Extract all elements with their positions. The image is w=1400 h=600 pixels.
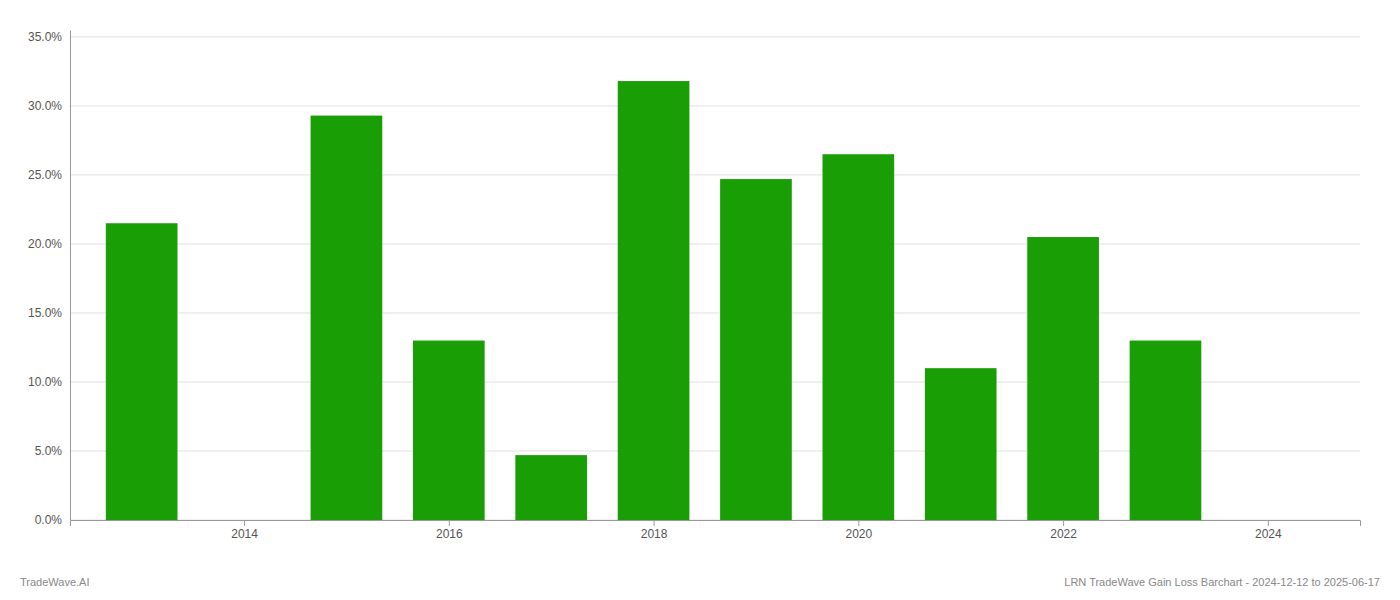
axis-line (71, 521, 1361, 527)
tick-label: 2016 (436, 527, 463, 541)
tick-label: 10.0% (28, 375, 62, 389)
bar (1027, 237, 1099, 520)
annotation: TradeWave.AI (20, 576, 90, 588)
bar (618, 81, 690, 520)
footer: TradeWave.AI LRN TradeWave Gain Loss Barc… (20, 576, 1380, 588)
plot: 2014 2016 2018 2020 2022 2024 0.0% 5.0% 10.0% 15.… (28, 30, 1361, 540)
bar (106, 223, 178, 520)
bar (413, 341, 485, 520)
grid-line (70, 36, 1360, 37)
tick: 2024 (1255, 520, 1282, 541)
grid-line (70, 174, 1360, 175)
tick-mark (244, 520, 245, 526)
bars (106, 81, 1201, 520)
tick-label: 15.0% (28, 306, 62, 320)
bar (925, 368, 997, 520)
grid-line (70, 243, 1360, 244)
tick-label: 25.0% (28, 168, 62, 182)
x-axis: 2014 2016 2018 2020 2022 2024 (71, 520, 1361, 541)
tick-label: 30.0% (28, 99, 62, 113)
tick-mark (449, 520, 450, 526)
tick-label: 35.0% (28, 30, 62, 44)
tick: 2020 (845, 520, 872, 541)
tick: 20.0% (28, 237, 70, 251)
tick-label: 20.0% (28, 237, 62, 251)
grid (70, 37, 1360, 520)
y-axis: 0.0% 5.0% 10.0% 15.0% 20.0% 25.0% 30.0% 35.0% (28, 30, 71, 527)
tick-mark (1063, 520, 1064, 526)
tick: 0.0% (35, 513, 70, 527)
tick-label: 2018 (641, 527, 668, 541)
axis-line (70, 31, 71, 521)
grid-line (70, 105, 1360, 106)
tick: 15.0% (28, 306, 70, 320)
tick: 10.0% (28, 375, 70, 389)
tick-mark (858, 520, 859, 526)
tick-mark (654, 520, 655, 526)
tick-label: 2014 (231, 527, 258, 541)
annotation: LRN TradeWave Gain Loss Barchart - 2024-… (1064, 576, 1380, 588)
chart: 2014 2016 2018 2020 2022 2024 0.0% 5.0% 10.0% 15.… (0, 0, 1400, 600)
tick-mark (1268, 520, 1269, 526)
bar (823, 154, 895, 520)
bar (311, 116, 383, 520)
tick-label: 2022 (1050, 527, 1077, 541)
grid-line (70, 312, 1360, 313)
bar (1130, 341, 1202, 520)
tick: 2022 (1050, 520, 1077, 541)
tick: 5.0% (35, 444, 70, 458)
bar (720, 179, 792, 520)
bar (515, 455, 587, 520)
tick: 35.0% (28, 30, 70, 44)
tick-label: 2020 (845, 527, 872, 541)
tick-label: 0.0% (35, 513, 63, 527)
tick: 2016 (436, 520, 463, 541)
tick-label: 2024 (1255, 527, 1282, 541)
tick: 2018 (641, 520, 668, 541)
tick: 30.0% (28, 99, 70, 113)
tick-label: 5.0% (35, 444, 63, 458)
tick: 25.0% (28, 168, 70, 182)
tick: 2014 (231, 520, 258, 541)
